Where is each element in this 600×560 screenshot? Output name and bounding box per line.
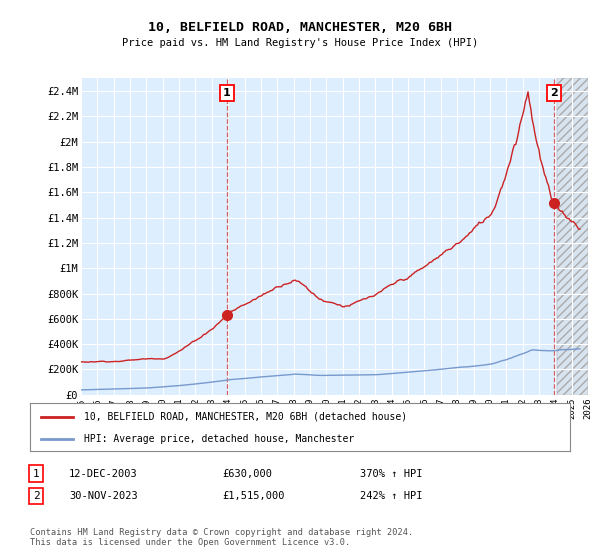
Text: 242% ↑ HPI: 242% ↑ HPI: [360, 491, 422, 501]
Text: 1: 1: [32, 469, 40, 479]
Text: Price paid vs. HM Land Registry's House Price Index (HPI): Price paid vs. HM Land Registry's House …: [122, 38, 478, 48]
Text: 10, BELFIELD ROAD, MANCHESTER, M20 6BH (detached house): 10, BELFIELD ROAD, MANCHESTER, M20 6BH (…: [84, 412, 407, 422]
Text: 370% ↑ HPI: 370% ↑ HPI: [360, 469, 422, 479]
Text: 2: 2: [32, 491, 40, 501]
Text: 1: 1: [223, 88, 231, 98]
Text: 10, BELFIELD ROAD, MANCHESTER, M20 6BH: 10, BELFIELD ROAD, MANCHESTER, M20 6BH: [148, 21, 452, 34]
Text: Contains HM Land Registry data © Crown copyright and database right 2024.
This d: Contains HM Land Registry data © Crown c…: [30, 528, 413, 548]
Text: £630,000: £630,000: [222, 469, 272, 479]
Text: 12-DEC-2003: 12-DEC-2003: [69, 469, 138, 479]
Text: £1,515,000: £1,515,000: [222, 491, 284, 501]
Text: 2: 2: [550, 88, 558, 98]
Text: 30-NOV-2023: 30-NOV-2023: [69, 491, 138, 501]
Text: HPI: Average price, detached house, Manchester: HPI: Average price, detached house, Manc…: [84, 434, 354, 444]
